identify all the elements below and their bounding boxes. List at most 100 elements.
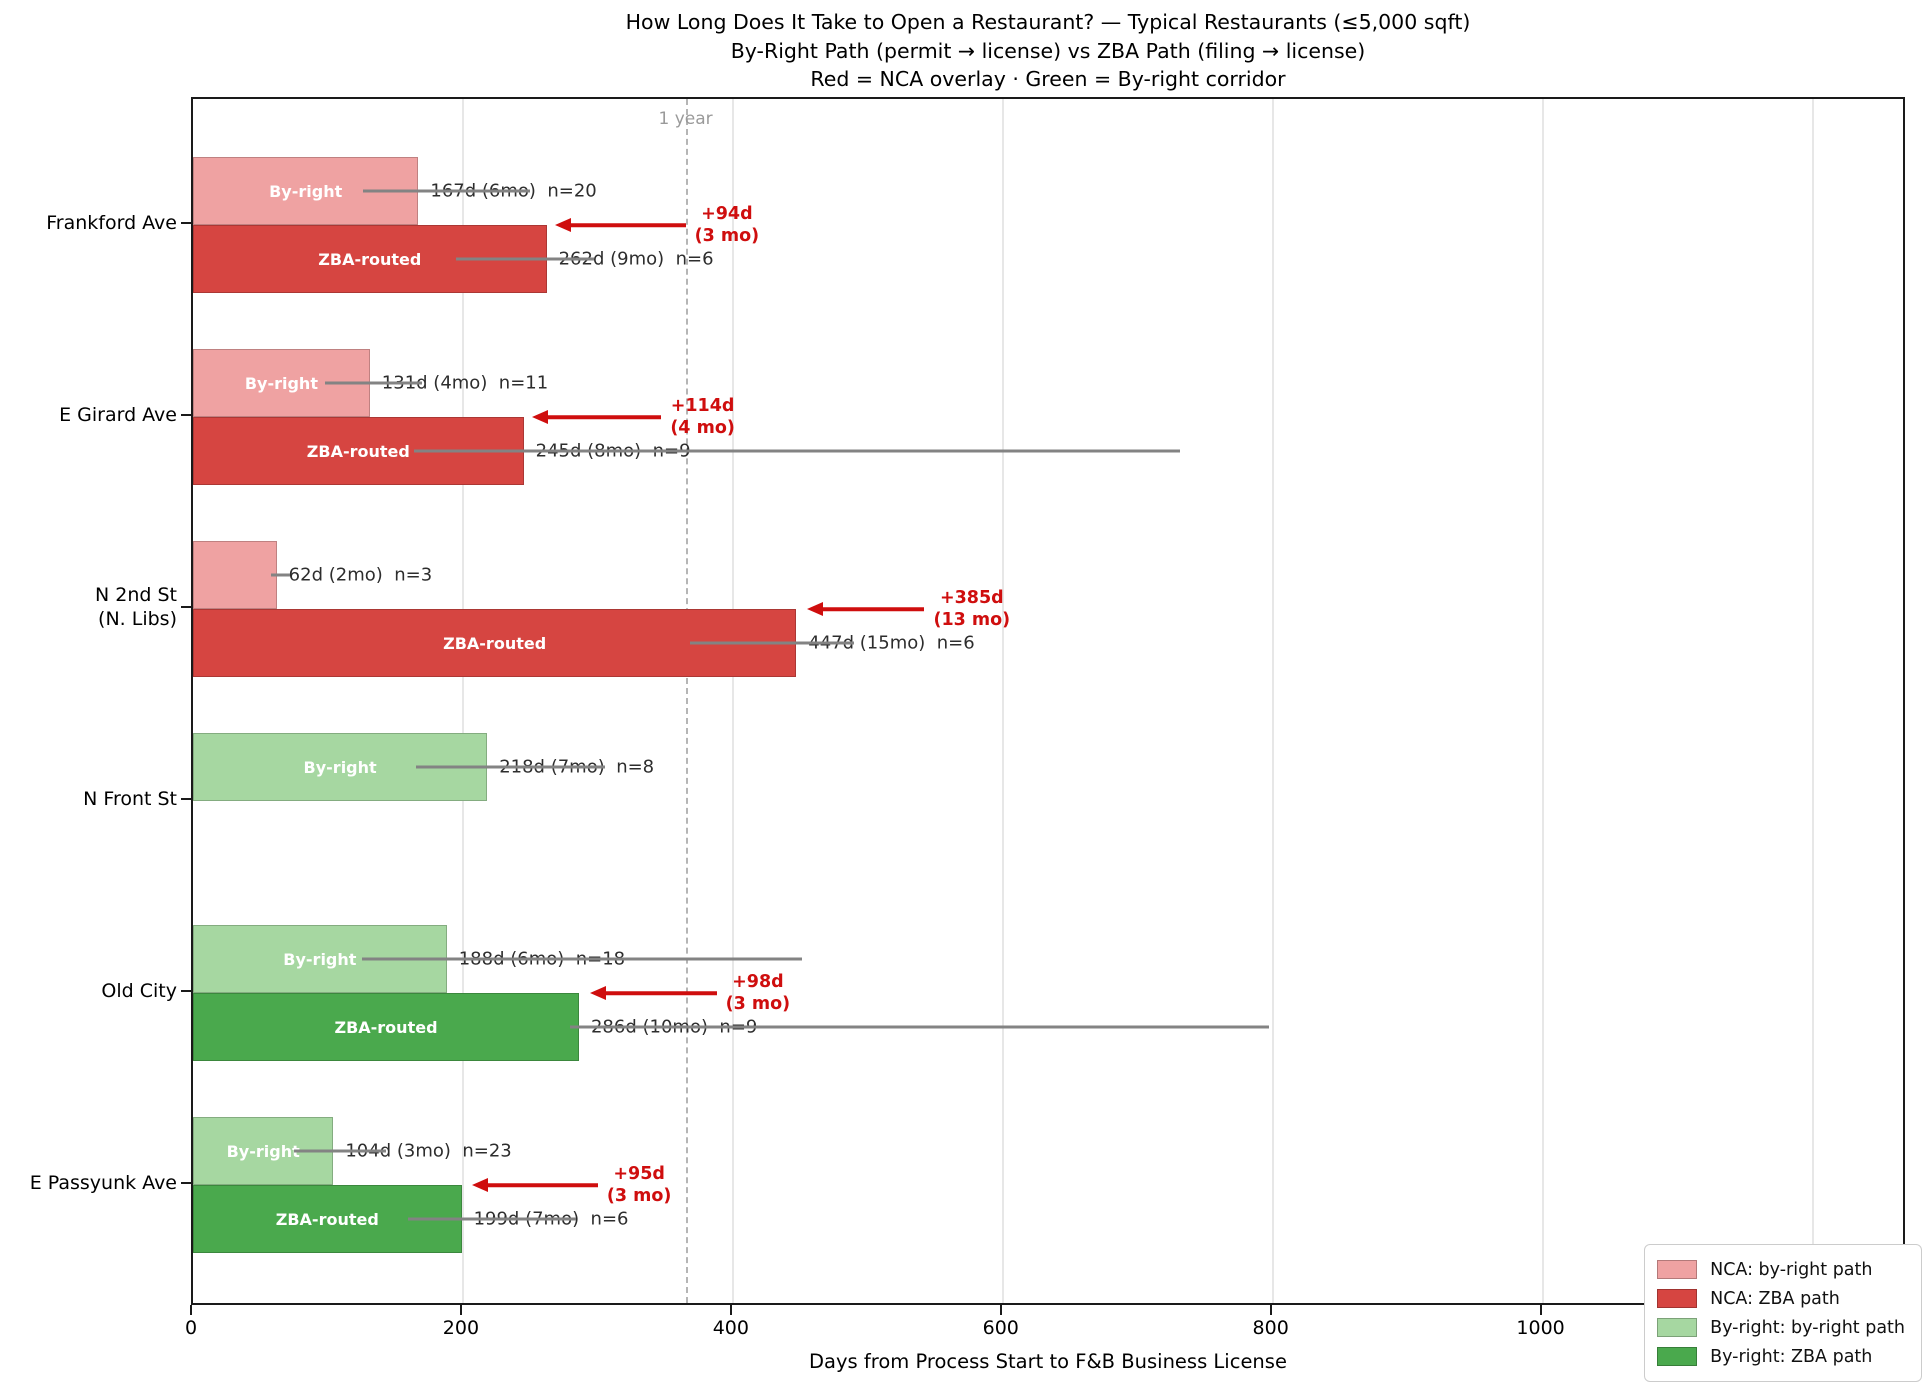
legend-item: By-right: by-right path <box>1657 1313 1905 1342</box>
bar-by-right: By-right <box>193 157 419 225</box>
corridor-label-line: Old City <box>101 980 177 1002</box>
delta-annotation-line: +98d <box>732 972 784 992</box>
gridline <box>731 99 734 1303</box>
bar-inside-label: ZBA-routed <box>318 249 422 269</box>
legend-label: By-right: ZBA path <box>1710 1346 1873 1367</box>
whisker <box>271 573 291 577</box>
x-tick-label: 0 <box>184 1317 198 1339</box>
chart-title-line1: How Long Does It Take to Open a Restaura… <box>625 10 1471 34</box>
x-tick-mark <box>729 1305 732 1315</box>
legend-swatch <box>1657 1289 1698 1308</box>
legend-label: NCA: by-right path <box>1710 1259 1873 1280</box>
delta-arrow-line <box>821 607 925 611</box>
whisker <box>361 957 802 961</box>
x-tick-label: 600 <box>982 1317 1019 1339</box>
delta-annotation-text: +95d (3 mo) <box>607 1163 672 1207</box>
whisker <box>363 189 531 193</box>
corridor-label-line: Frankford Ave <box>46 212 177 234</box>
y-tick-mark <box>181 990 191 992</box>
legend-item: By-right: ZBA path <box>1657 1342 1905 1371</box>
x-tick-mark <box>190 1305 192 1315</box>
gridline <box>1271 99 1274 1303</box>
x-tick-label: 200 <box>442 1317 480 1339</box>
bar-inside-label: By-right <box>283 949 357 969</box>
legend-swatch <box>1657 1260 1698 1279</box>
y-tick-mark <box>181 606 191 608</box>
corridor-label-line: E Passyunk Ave <box>29 1172 177 1194</box>
delta-annotation-text: +94d (3 mo) <box>695 203 760 247</box>
x-axis-label: Days from Process Start to F&B Business … <box>809 1350 1287 1373</box>
delta-annotation-line: (4 mo) <box>670 418 735 438</box>
delta-arrow-line <box>486 1183 598 1187</box>
x-tick-mark <box>459 1305 462 1315</box>
delta-arrow-head <box>589 986 606 1000</box>
chart-title: How Long Does It Take to Open a Restaura… <box>191 8 1905 94</box>
legend-label: NCA: ZBA path <box>1710 1288 1840 1309</box>
legend-label: By-right: by-right path <box>1710 1317 1905 1338</box>
delta-arrow-line <box>603 991 717 995</box>
y-tick-mark <box>181 1182 191 1184</box>
y-tick-mark <box>181 798 191 800</box>
bar-inside-label: By-right <box>226 1141 300 1161</box>
delta-arrow-head <box>807 602 824 616</box>
delta-annotation-line: +385d <box>939 588 1004 608</box>
delta-arrow-line <box>545 415 662 419</box>
whisker <box>414 449 1180 453</box>
chart-title-line2: By-Right Path (permit → license) vs ZBA … <box>730 38 1366 63</box>
x-tick-mark <box>1539 1305 1542 1315</box>
corridor-label-line: N Front St <box>83 788 177 810</box>
delta-annotation-line: +95d <box>613 1164 665 1184</box>
whisker <box>407 1217 577 1221</box>
bar-inside-label: By-right <box>269 181 343 201</box>
gridline <box>461 99 464 1303</box>
gridline <box>1541 99 1544 1303</box>
gridline <box>1001 99 1004 1303</box>
x-tick-label: 1000 <box>1516 1317 1565 1339</box>
whisker <box>569 1025 1269 1029</box>
y-tick-mark <box>181 222 191 224</box>
whisker <box>456 257 594 261</box>
bar-by-right <box>193 541 277 609</box>
delta-annotation-line: (3 mo) <box>694 226 760 246</box>
legend-swatch <box>1657 1347 1698 1366</box>
y-tick-mark <box>181 414 191 416</box>
bar-inside-label: ZBA-routed <box>334 1017 438 1037</box>
delta-annotation-line: (3 mo) <box>725 994 791 1014</box>
whisker <box>325 381 423 385</box>
x-tick-label: 800 <box>1252 1317 1289 1339</box>
corridor-label: Old City <box>0 979 177 1003</box>
delta-annotation-line: +114d <box>670 396 735 416</box>
bar-inside-label: ZBA-routed <box>306 441 410 461</box>
delta-arrow-head <box>554 218 571 232</box>
legend-swatch <box>1657 1318 1698 1337</box>
x-tick-mark <box>1269 1305 1272 1315</box>
delta-annotation-text: +98d (3 mo) <box>726 971 791 1015</box>
corridor-label-line: N 2nd St <box>95 584 177 606</box>
plot-area: 1 year By-right 167d (6mo) n=20 ZBA-routed 2… <box>191 97 1905 1305</box>
corridor-label: E Girard Ave <box>0 403 177 427</box>
delta-arrow-head <box>531 410 548 424</box>
delta-annotation-text: +385d (13 mo) <box>933 587 1010 631</box>
whisker <box>415 765 605 769</box>
bar-inside-label: ZBA-routed <box>443 633 547 653</box>
bar-inside-label: By-right <box>244 373 318 393</box>
delta-annotation-text: +114d (4 mo) <box>670 395 735 439</box>
bar-value-label: 62d (2mo) n=3 <box>288 564 433 586</box>
chart-title-line3: Red = NCA overlay · Green = By-right cor… <box>810 67 1286 91</box>
corridor-label: E Passyunk Ave <box>0 1171 177 1195</box>
delta-annotation-line: (13 mo) <box>933 610 1011 630</box>
legend-item: NCA: by-right path <box>1657 1255 1905 1284</box>
bar-inside-label: By-right <box>303 757 377 777</box>
x-tick-label: 400 <box>712 1317 749 1339</box>
corridor-label: N 2nd St (N. Libs) <box>0 583 177 631</box>
delta-annotation-line: +94d <box>701 204 753 224</box>
corridor-label-line: (N. Libs) <box>98 608 177 630</box>
whisker <box>689 641 855 645</box>
bar-zba: ZBA-routed <box>193 993 579 1061</box>
corridor-label: Frankford Ave <box>0 211 177 235</box>
bar-inside-label: ZBA-routed <box>275 1209 379 1229</box>
one-year-label: 1 year <box>658 109 713 129</box>
gridline <box>1811 99 1814 1303</box>
legend-item: NCA: ZBA path <box>1657 1284 1905 1313</box>
